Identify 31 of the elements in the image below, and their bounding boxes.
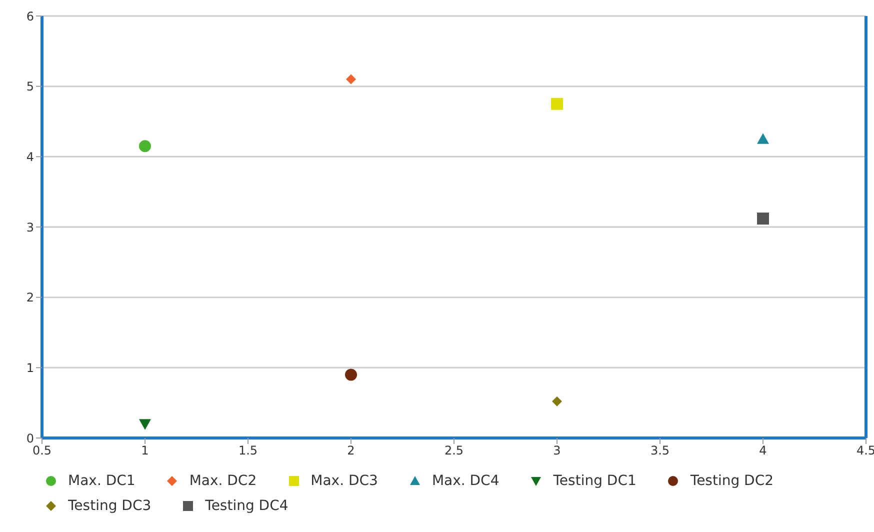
legend-label: Max. DC1	[68, 472, 136, 488]
y-tick-label: 0	[26, 431, 34, 446]
y-tick-label: 4	[26, 150, 34, 164]
point	[757, 212, 769, 225]
point	[139, 140, 151, 152]
x-tick-label: 0.5	[32, 444, 52, 458]
x-tick-label: 3.5	[650, 444, 670, 458]
legend-label: Max. DC2	[189, 472, 257, 488]
x-tick-label: 1	[141, 444, 149, 458]
y-tick-label: 3	[26, 220, 34, 234]
x-tick-label: 2	[347, 444, 355, 458]
y-tick-label: 6	[26, 9, 34, 24]
x-tick-label: 1.5	[238, 444, 258, 458]
point	[551, 98, 563, 110]
point	[757, 133, 769, 144]
y-tick-label: 5	[26, 80, 34, 94]
x-tick-label: 4	[759, 444, 767, 458]
point	[346, 74, 356, 84]
y-tick-label: 2	[26, 290, 34, 305]
point	[139, 419, 151, 430]
legend-label: Max. DC3	[310, 472, 378, 488]
x-tick-label: 2.5	[444, 444, 464, 458]
point	[345, 368, 357, 381]
legend-label: Testing DC2	[690, 472, 774, 488]
x-tick-label: 3	[553, 444, 561, 458]
point	[552, 396, 562, 406]
y-tick-label: 1	[26, 360, 34, 375]
legend-label: Testing DC4	[205, 498, 288, 514]
legend-label: Testing DC3	[68, 498, 152, 514]
legend-label: Testing DC1	[553, 472, 636, 488]
legend-label: Max. DC4	[432, 472, 500, 488]
